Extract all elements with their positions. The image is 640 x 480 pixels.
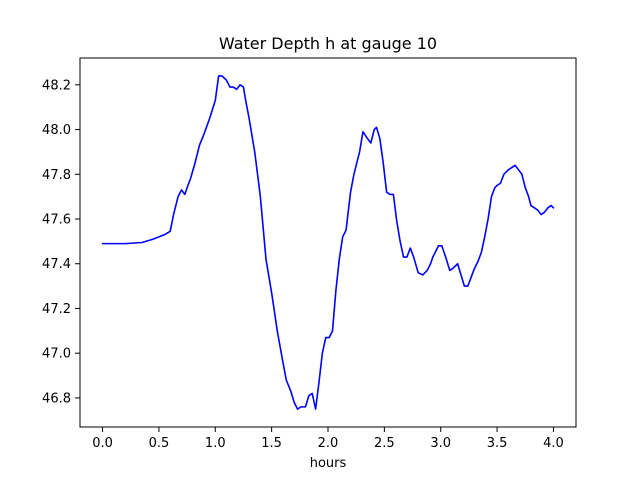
x-tick-label: 3.5	[487, 436, 508, 451]
x-tick-label: 4.0	[543, 436, 564, 451]
x-axis-label: hours	[310, 456, 347, 471]
x-tick-label: 2.0	[318, 436, 339, 451]
y-tick-label: 47.6	[42, 213, 71, 228]
series-line-water-depth	[101, 75, 555, 410]
chart-title: Water Depth h at gauge 10	[219, 34, 437, 53]
y-tick-label: 47.4	[42, 257, 71, 272]
y-tick-label: 46.8	[42, 391, 71, 406]
x-axis: 0.0 0.5 1.0 1.5 2.0 2.5 3.0 3.5 4.0	[92, 427, 564, 451]
y-tick-label: 48.2	[42, 78, 71, 93]
x-tick-label: 3.0	[430, 436, 451, 451]
y-tick-label: 47.8	[42, 168, 71, 183]
y-tick-label: 47.0	[42, 347, 71, 362]
x-tick-label: 2.5	[374, 436, 395, 451]
x-tick-label: 0.0	[92, 436, 113, 451]
x-tick-label: 1.0	[205, 436, 226, 451]
y-axis: 46.8 47.0 47.2 47.4 47.6 47.8 48.0 48.2	[42, 78, 80, 406]
y-tick-label: 48.0	[42, 123, 71, 138]
x-tick-label: 1.5	[261, 436, 282, 451]
x-tick-label: 0.5	[149, 436, 170, 451]
y-tick-label: 47.2	[42, 302, 71, 317]
